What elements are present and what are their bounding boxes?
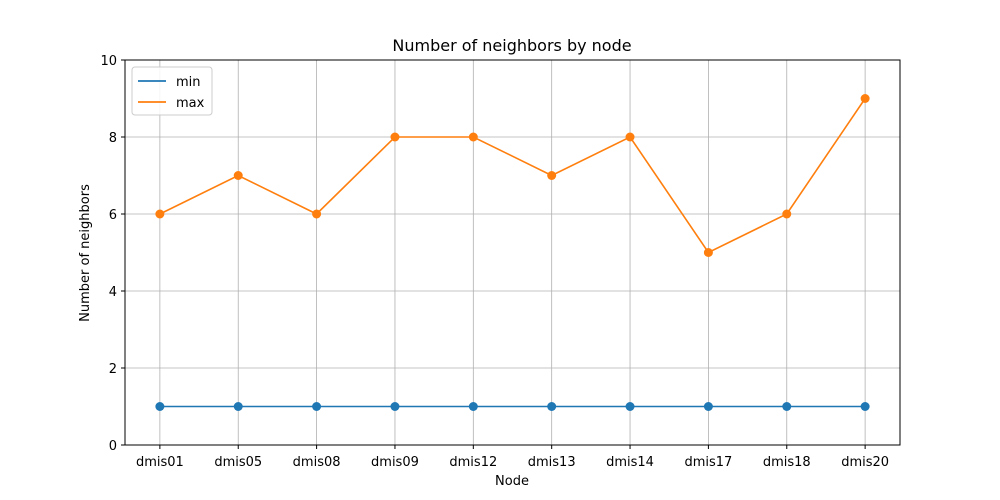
data-point-min (312, 402, 322, 411)
x-tick-label: dmis09 (371, 455, 419, 470)
x-tick-label: dmis14 (606, 455, 654, 470)
data-point-min (703, 402, 713, 411)
data-point-min (233, 402, 243, 411)
data-point-max (860, 94, 870, 103)
data-point-max (547, 171, 557, 180)
legend-label-max: max (176, 96, 205, 111)
data-point-min (782, 402, 792, 411)
legend: min max (131, 66, 213, 116)
series-line-max (159, 98, 866, 254)
legend-box (131, 66, 213, 116)
x-tick-label: dmis17 (684, 455, 732, 470)
data-point-min (155, 402, 165, 411)
x-tick-label: dmis08 (293, 455, 341, 470)
x-tick-label: dmis12 (449, 455, 497, 470)
chart-title: Number of neighbors by node (392, 36, 631, 55)
x-tick-label: dmis13 (528, 455, 576, 470)
data-point-max (233, 171, 243, 180)
axes-frame (124, 59, 901, 446)
data-point-max (155, 209, 165, 219)
data-point-min (547, 402, 557, 411)
legend-label-min: min (176, 75, 201, 90)
data-point-min (468, 402, 478, 411)
y-tick-label: 4 (109, 285, 117, 300)
y-tick-label: 8 (109, 131, 117, 146)
y-tick-label: 2 (109, 362, 117, 377)
x-tick-label: dmis01 (136, 455, 184, 470)
y-tick-label: 10 (100, 54, 117, 69)
data-point-max (390, 132, 400, 142)
x-tick-label: dmis20 (841, 455, 889, 470)
x-axis-label: Node (495, 474, 529, 489)
y-axis-label: Number of neighbors (78, 184, 93, 322)
data-point-max (782, 209, 792, 219)
data-point-max (625, 132, 635, 142)
plot-area: dmis01 dmis05 dmis08 dmis09 dmis12 dmis13 dmis… (100, 54, 901, 470)
y-tick-label: 0 (109, 439, 117, 454)
y-tick-label: 6 (109, 208, 117, 223)
x-tick-label: dmis18 (763, 455, 811, 470)
data-point-max (468, 132, 478, 142)
data-point-max (703, 248, 713, 257)
data-point-min (625, 402, 635, 411)
data-point-min (860, 402, 870, 411)
data-point-min (390, 402, 400, 411)
x-tick-label: dmis05 (214, 455, 262, 470)
data-point-max (312, 209, 322, 219)
